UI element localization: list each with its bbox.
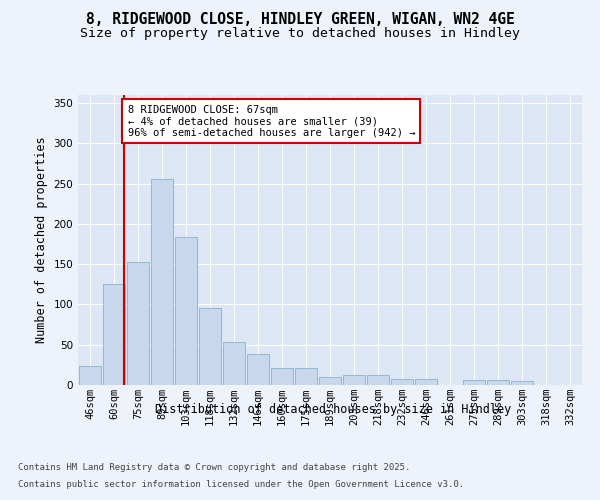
Bar — [247, 354, 269, 385]
Bar — [103, 284, 125, 385]
Bar — [79, 366, 101, 385]
Bar — [487, 380, 509, 385]
Bar — [151, 179, 173, 385]
Bar — [319, 377, 341, 385]
Bar — [127, 262, 149, 385]
Bar — [199, 308, 221, 385]
Bar — [295, 368, 317, 385]
Text: 8 RIDGEWOOD CLOSE: 67sqm
← 4% of detached houses are smaller (39)
96% of semi-de: 8 RIDGEWOOD CLOSE: 67sqm ← 4% of detache… — [128, 104, 415, 138]
Bar — [367, 376, 389, 385]
Bar — [511, 381, 533, 385]
Text: Size of property relative to detached houses in Hindley: Size of property relative to detached ho… — [80, 28, 520, 40]
Bar — [271, 368, 293, 385]
Bar — [463, 380, 485, 385]
Bar — [343, 376, 365, 385]
Bar — [391, 378, 413, 385]
Text: 8, RIDGEWOOD CLOSE, HINDLEY GREEN, WIGAN, WN2 4GE: 8, RIDGEWOOD CLOSE, HINDLEY GREEN, WIGAN… — [86, 12, 514, 28]
Text: Contains HM Land Registry data © Crown copyright and database right 2025.: Contains HM Land Registry data © Crown c… — [18, 464, 410, 472]
Bar — [415, 378, 437, 385]
Bar — [175, 237, 197, 385]
Bar — [223, 342, 245, 385]
Y-axis label: Number of detached properties: Number of detached properties — [35, 136, 48, 344]
Text: Contains public sector information licensed under the Open Government Licence v3: Contains public sector information licen… — [18, 480, 464, 489]
Text: Distribution of detached houses by size in Hindley: Distribution of detached houses by size … — [155, 402, 511, 415]
